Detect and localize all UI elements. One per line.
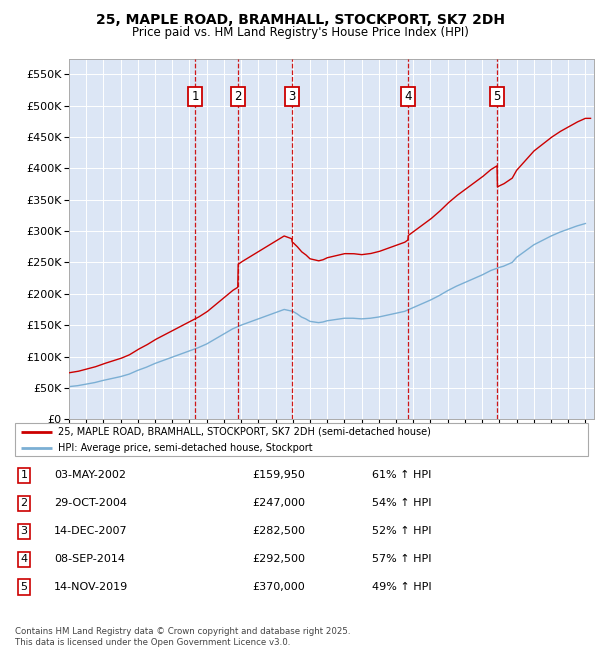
Text: 3: 3 — [288, 90, 296, 103]
Text: £282,500: £282,500 — [252, 526, 305, 536]
Text: 2: 2 — [20, 499, 28, 508]
Text: 3: 3 — [20, 526, 28, 536]
Text: 5: 5 — [493, 90, 501, 103]
Text: 4: 4 — [404, 90, 412, 103]
Text: HPI: Average price, semi-detached house, Stockport: HPI: Average price, semi-detached house,… — [58, 443, 313, 453]
Text: Price paid vs. HM Land Registry's House Price Index (HPI): Price paid vs. HM Land Registry's House … — [131, 26, 469, 39]
Text: 03-MAY-2002: 03-MAY-2002 — [54, 471, 126, 480]
Text: 4: 4 — [20, 554, 28, 564]
Text: 14-NOV-2019: 14-NOV-2019 — [54, 582, 128, 592]
Text: 2: 2 — [235, 90, 242, 103]
Text: 1: 1 — [191, 90, 199, 103]
Text: Contains HM Land Registry data © Crown copyright and database right 2025.
This d: Contains HM Land Registry data © Crown c… — [15, 627, 350, 647]
Text: £292,500: £292,500 — [252, 554, 305, 564]
Text: £370,000: £370,000 — [252, 582, 305, 592]
Text: 57% ↑ HPI: 57% ↑ HPI — [372, 554, 431, 564]
Text: 49% ↑ HPI: 49% ↑ HPI — [372, 582, 431, 592]
Text: 29-OCT-2004: 29-OCT-2004 — [54, 499, 127, 508]
Text: 25, MAPLE ROAD, BRAMHALL, STOCKPORT, SK7 2DH: 25, MAPLE ROAD, BRAMHALL, STOCKPORT, SK7… — [95, 13, 505, 27]
Text: 14-DEC-2007: 14-DEC-2007 — [54, 526, 128, 536]
Text: 08-SEP-2014: 08-SEP-2014 — [54, 554, 125, 564]
Text: 25, MAPLE ROAD, BRAMHALL, STOCKPORT, SK7 2DH (semi-detached house): 25, MAPLE ROAD, BRAMHALL, STOCKPORT, SK7… — [58, 426, 431, 437]
Text: 54% ↑ HPI: 54% ↑ HPI — [372, 499, 431, 508]
Text: £247,000: £247,000 — [252, 499, 305, 508]
Text: 61% ↑ HPI: 61% ↑ HPI — [372, 471, 431, 480]
Text: 5: 5 — [20, 582, 28, 592]
Text: £159,950: £159,950 — [252, 471, 305, 480]
Text: 52% ↑ HPI: 52% ↑ HPI — [372, 526, 431, 536]
Text: 1: 1 — [20, 471, 28, 480]
